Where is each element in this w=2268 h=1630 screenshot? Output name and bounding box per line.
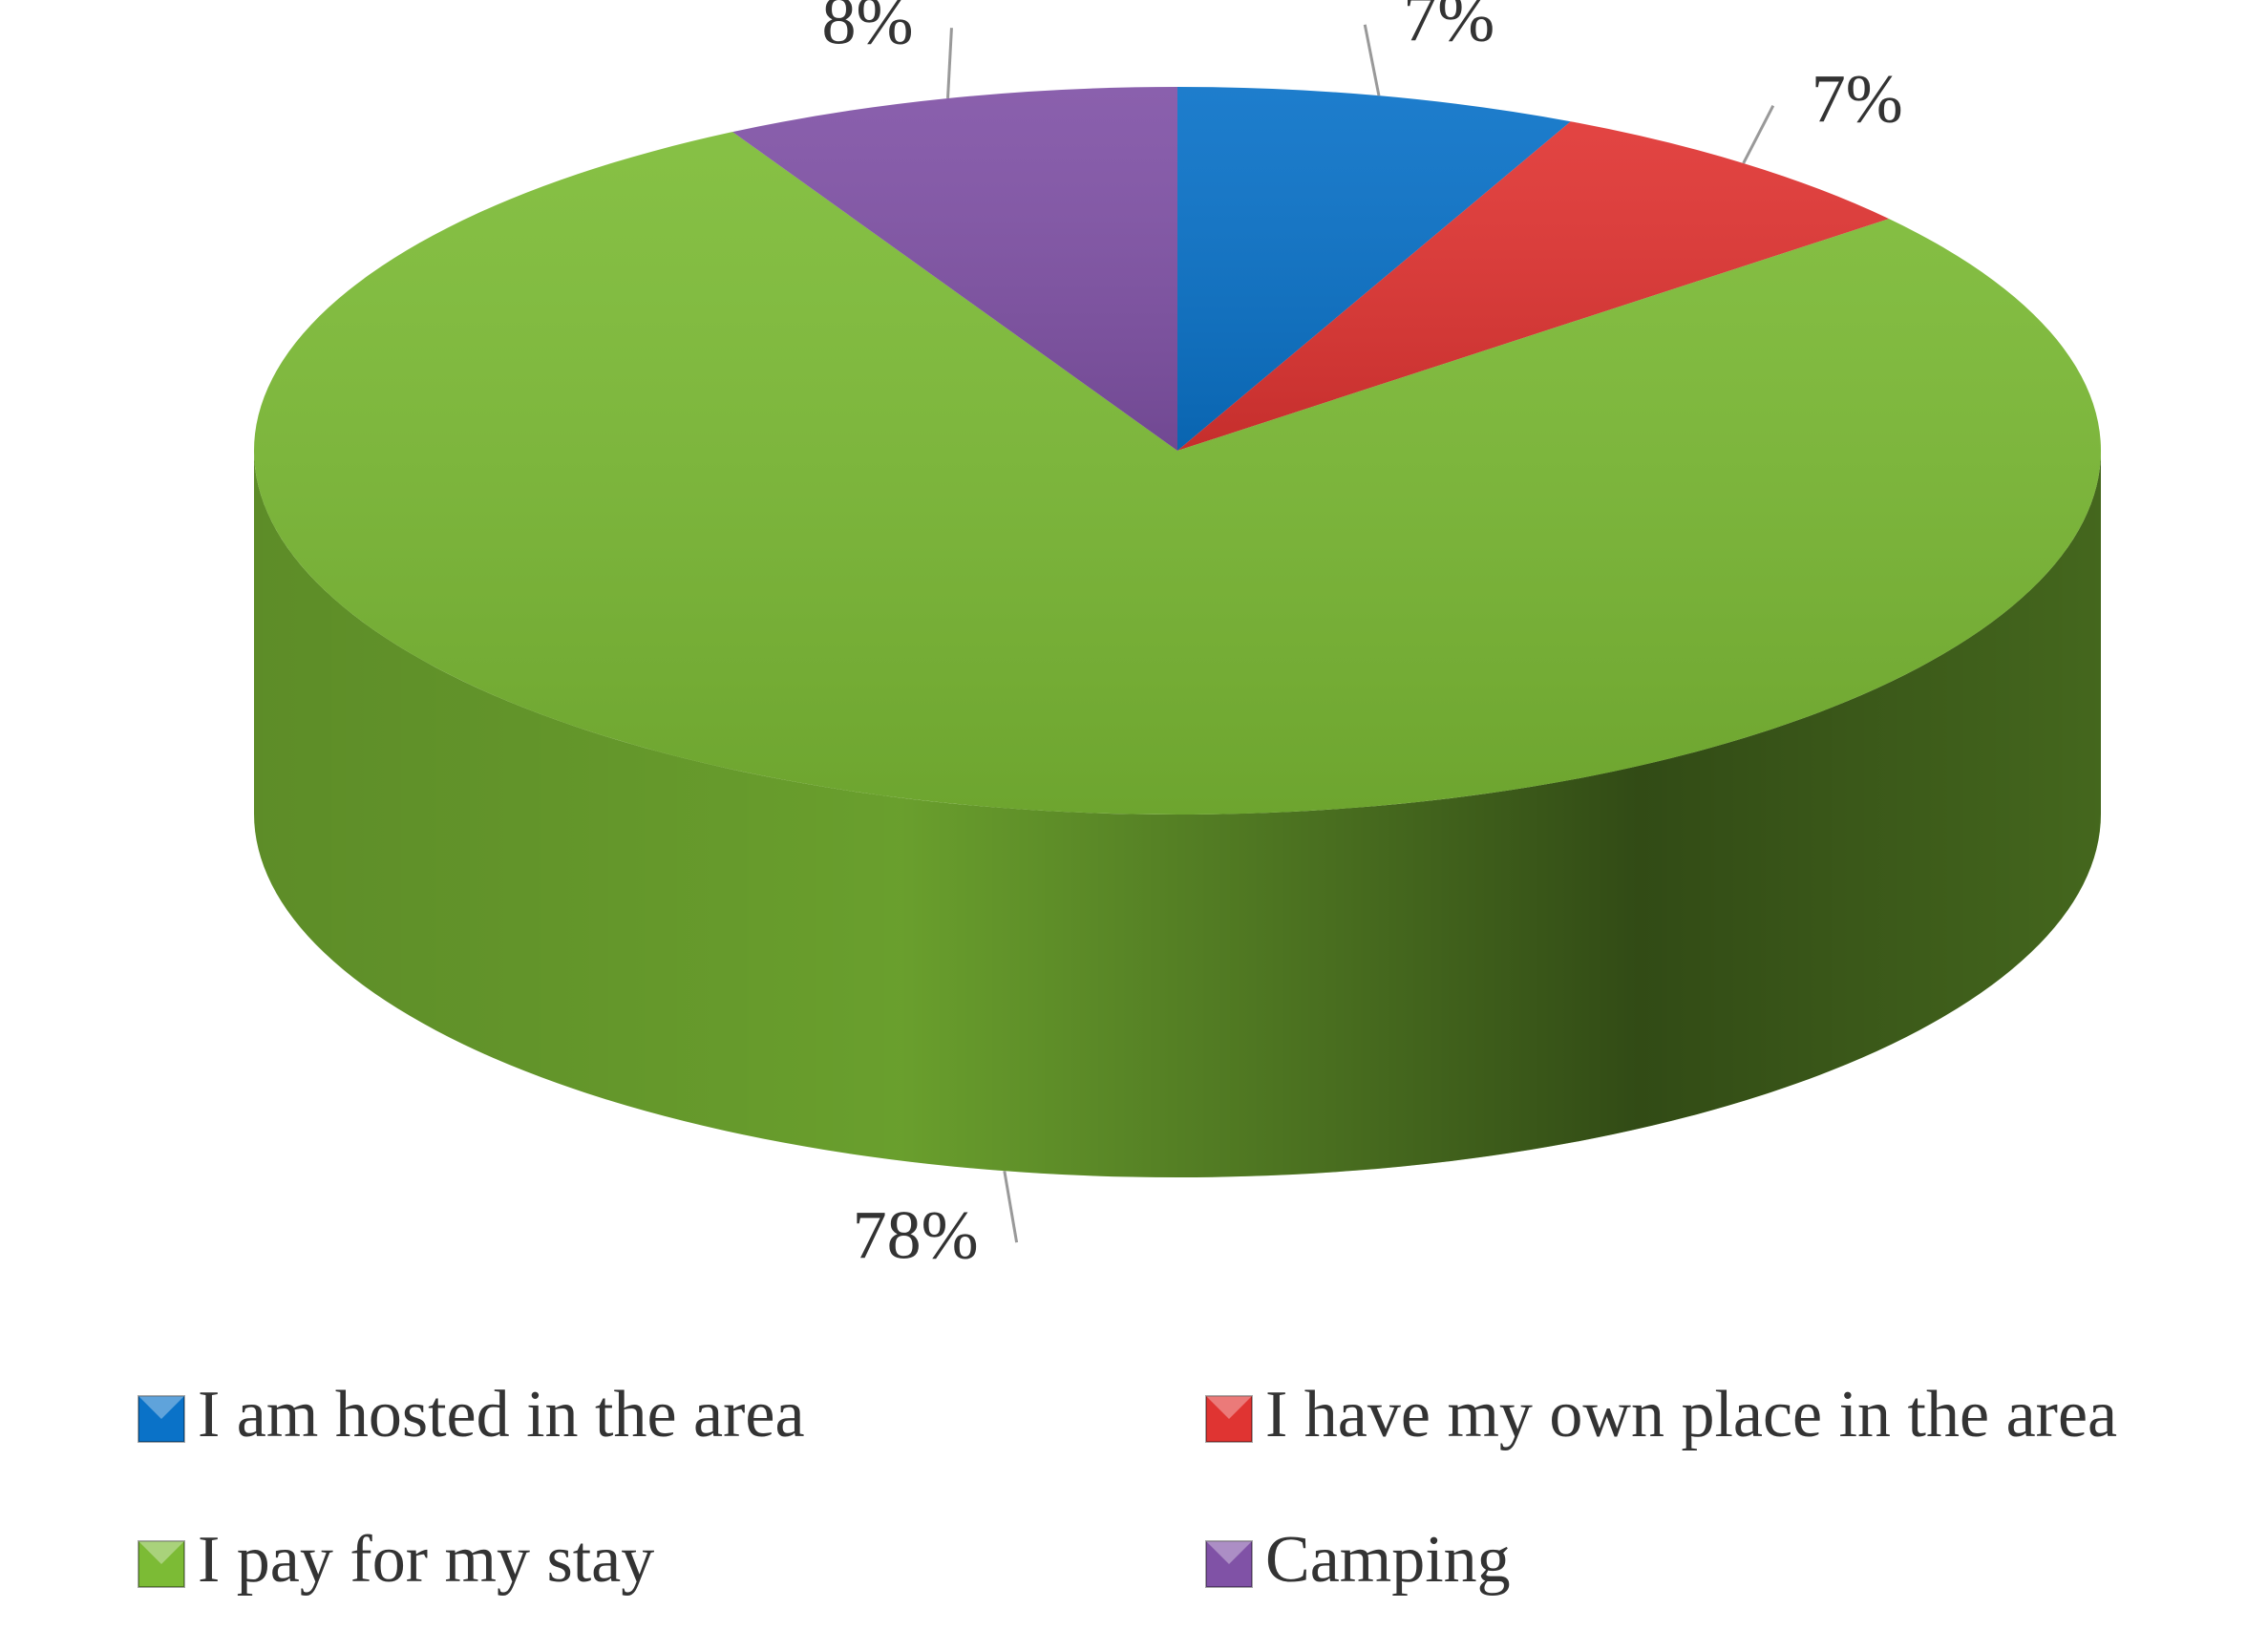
data-labels: 7% 7% 78% 8%	[821, 0, 1902, 1274]
data-label: 7%	[1812, 60, 1903, 137]
slice-shade	[1177, 121, 1890, 451]
leader-line	[1742, 105, 1775, 164]
leader-line	[946, 28, 953, 99]
legend-marker-bevel	[138, 1541, 184, 1564]
leader-line	[1003, 1170, 1019, 1243]
slice-shade	[732, 87, 1177, 451]
legend-marker	[1205, 1540, 1253, 1588]
legend-label: I have my own place in the area	[1265, 1378, 2117, 1451]
legend-marker-bevel	[1206, 1396, 1252, 1419]
data-label: 8%	[821, 0, 913, 59]
pie	[254, 87, 2101, 1177]
data-label: 78%	[853, 1197, 979, 1274]
legend-marker	[1205, 1395, 1253, 1443]
legend-marker-bevel	[138, 1396, 184, 1419]
legend-label: Camping	[1265, 1523, 1511, 1597]
slice-shade	[1177, 87, 1571, 451]
legend: I am hosted in the area I have my own pla…	[138, 1378, 2117, 1597]
legend-marker	[138, 1540, 185, 1588]
data-label: 7%	[1403, 0, 1494, 55]
legend-label: I am hosted in the area	[198, 1378, 805, 1451]
slice-shade	[254, 132, 2101, 815]
legend-marker-bevel	[1206, 1541, 1252, 1564]
leader-line	[1363, 24, 1381, 96]
legend-label: I pay for my stay	[198, 1523, 654, 1597]
slice-side-shade	[254, 451, 2101, 1177]
legend-marker	[138, 1395, 185, 1443]
